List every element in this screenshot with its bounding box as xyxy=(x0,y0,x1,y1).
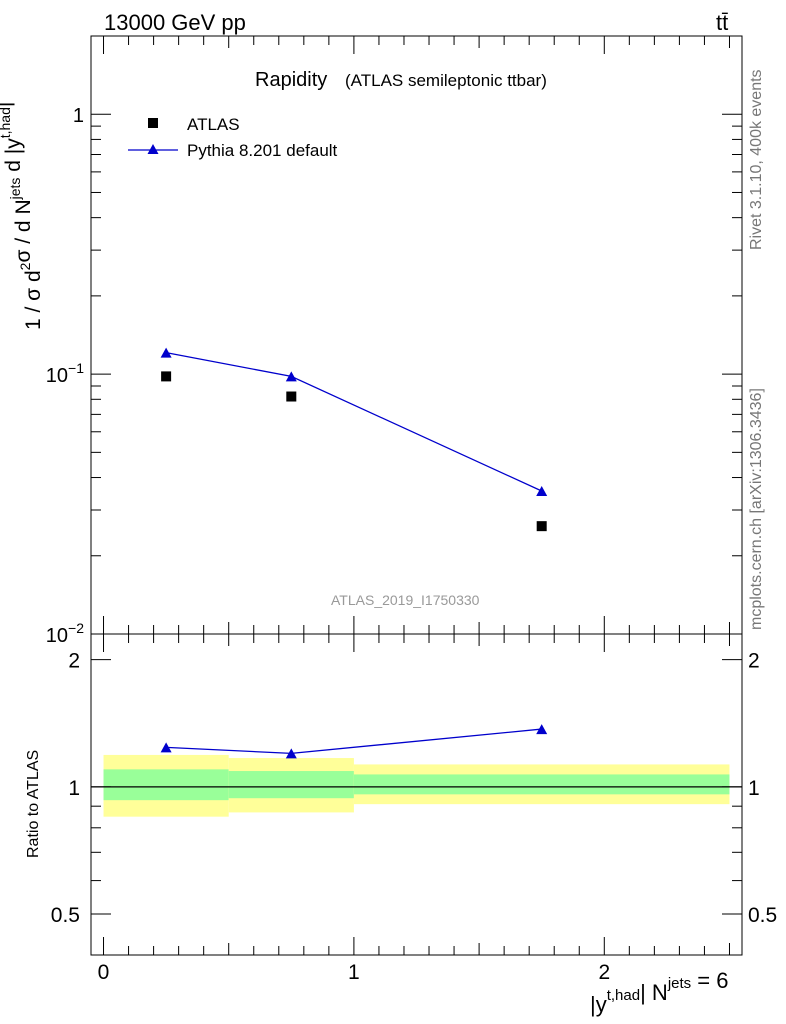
y-tick-label: 10−2 xyxy=(46,620,84,647)
ratio-bands xyxy=(103,754,730,817)
ratio-y-tick-label-right: 1 xyxy=(748,777,760,800)
legend-atlas-label: ATLAS xyxy=(187,115,240,134)
ratio-marks xyxy=(160,724,548,759)
x-tick-label: 1 xyxy=(348,961,360,984)
chart-title: Rapidity xyxy=(255,69,327,91)
y-axis-label: 1 / σ d2σ / d Njets d |yt,had| xyxy=(0,102,45,330)
x-axis-label: |yt,had| Njets = 6 xyxy=(590,968,728,1017)
process-label: tt̄ xyxy=(716,10,728,35)
ratio-y-tick-label: 2 xyxy=(68,650,80,673)
ratio-y-tick-label: 0.5 xyxy=(51,904,80,927)
ratio-y-tick-label: 1 xyxy=(68,777,80,800)
ratio-pythia-line xyxy=(166,728,542,755)
x-tick-label: 0 xyxy=(98,961,110,984)
chart-subtitle: (ATLAS semileptonic ttbar) xyxy=(345,71,547,90)
rivet-label: Rivet 3.1.10, 400k events xyxy=(748,69,765,250)
legend: ATLAS Pythia 8.201 default xyxy=(128,115,338,160)
pythia-point xyxy=(160,347,172,358)
uncertainty-band-inner xyxy=(103,769,229,801)
atlas-point xyxy=(536,521,547,532)
atlas-point xyxy=(286,391,297,402)
legend-pythia-marker xyxy=(147,144,159,154)
atlas-point xyxy=(161,371,172,382)
x-tick-label: 2 xyxy=(598,961,610,984)
legend-atlas-marker xyxy=(148,118,158,128)
uncertainty-band-inner xyxy=(353,774,730,795)
ratio-pythia-point xyxy=(160,742,172,753)
ratio-y-axis-label: Ratio to ATLAS xyxy=(25,750,42,858)
main-marks xyxy=(160,347,548,532)
ratio-frame xyxy=(90,633,743,956)
analysis-watermark: ATLAS_2019_I1750330 xyxy=(331,592,480,608)
legend-pythia-label: Pythia 8.201 default xyxy=(187,141,338,160)
pythia-point xyxy=(285,371,297,382)
mcplots-label: mcplots.cern.ch [arXiv:1306.3436] xyxy=(748,388,765,630)
y-tick-label: 1 xyxy=(73,105,84,127)
y-tick-label: 10−1 xyxy=(46,360,84,387)
ratio-pythia-point xyxy=(536,724,548,735)
energy-label: 13000 GeV pp xyxy=(104,10,246,35)
ratio-axes: 2 2 1 1 0.5 0.5 0 1 2 xyxy=(51,633,777,984)
ratio-y-tick-label-right: 0.5 xyxy=(748,904,777,927)
pythia-point xyxy=(536,486,548,497)
ratio-y-tick-label-right: 2 xyxy=(748,650,760,673)
pythia-line xyxy=(165,351,542,492)
uncertainty-band-inner xyxy=(228,771,354,799)
ratio-pythia-point xyxy=(285,748,297,759)
